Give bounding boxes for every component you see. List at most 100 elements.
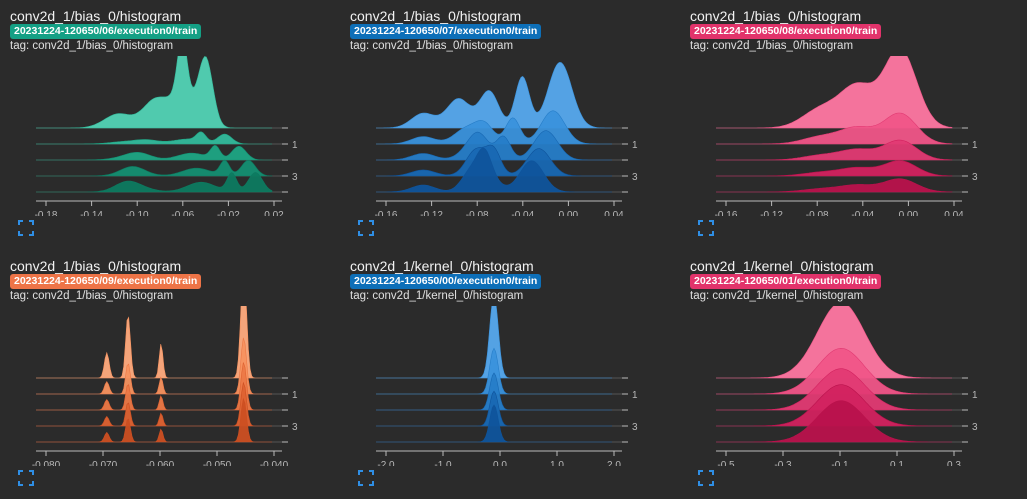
x-tick-label: 0.04 <box>944 210 964 216</box>
histogram-plot: 1 3 -0.16 -0.12 -0.08 -0.04 0.00 0.04 <box>715 56 978 216</box>
histogram-ridge <box>716 56 953 129</box>
histogram-ridge <box>36 172 273 193</box>
fullscreen-icon-glyph <box>698 220 714 236</box>
histogram-plot: 1 3 -0.18 -0.14 -0.10 -0.06 -0.02 0.02 <box>35 56 298 216</box>
tag-label: tag: conv2d_1/kernel_0/histogram <box>350 290 524 302</box>
card-title: conv2d_1/bias_0/histogram <box>690 8 862 24</box>
x-tick-label: 0.04 <box>604 210 624 216</box>
fullscreen-icon[interactable] <box>698 470 714 486</box>
histogram-ridge <box>36 306 272 379</box>
step-tick-label: 1 <box>972 140 978 151</box>
histogram-plot: 1 3 -0.5 -0.3 -0.1 0.1 0.3 <box>716 306 978 466</box>
histogram-ridge <box>36 56 272 129</box>
histogram-ridge <box>376 147 612 193</box>
x-tick-label: -0.08 <box>806 210 829 216</box>
x-tick-label: -0.1 <box>831 460 849 466</box>
tag-label: tag: conv2d_1/bias_0/histogram <box>350 40 514 52</box>
histogram-ridge <box>36 337 272 395</box>
histogram-ridge <box>376 306 612 379</box>
histogram-ridge <box>36 159 273 177</box>
fullscreen-icon[interactable] <box>358 220 374 236</box>
step-tick-label: 3 <box>632 422 638 433</box>
histogram-ridge <box>716 139 953 161</box>
fullscreen-icon[interactable] <box>18 470 34 486</box>
tag-label: tag: conv2d_1/kernel_0/histogram <box>690 290 864 302</box>
run-badge: 20231224-120650/07/execution0/train <box>350 24 542 39</box>
step-tick-label: 1 <box>632 140 638 151</box>
card-title: conv2d_1/bias_0/histogram <box>10 258 182 274</box>
x-tick-label: -0.04 <box>511 210 534 216</box>
x-tick-label: -0.18 <box>35 210 58 216</box>
histogram-ridge <box>36 144 272 161</box>
step-tick-label: 3 <box>292 422 298 433</box>
histogram-card-2: conv2d_1/bias_0/histogram 20231224-12065… <box>690 8 1020 248</box>
histogram-ridge <box>716 400 952 443</box>
run-badge: 20231224-120650/06/execution0/train <box>10 24 202 39</box>
x-tick-label: 1.0 <box>550 460 564 466</box>
x-tick-label: -1.0 <box>434 460 452 466</box>
x-tick-label: -0.10 <box>126 210 149 216</box>
fullscreen-icon-glyph <box>18 470 34 486</box>
x-tick-label: -0.060 <box>146 460 175 466</box>
histogram-ridge <box>376 130 612 161</box>
x-tick-label: 2.0 <box>607 460 621 466</box>
x-tick-label: -0.02 <box>217 210 240 216</box>
histogram-plot: 1 3 -2.0 -1.0 0.0 1.0 2.0 <box>376 306 638 466</box>
histogram-ridge <box>376 144 612 177</box>
card-title: conv2d_1/bias_0/histogram <box>10 8 182 24</box>
histogram-ridge <box>36 131 272 145</box>
histogram-ridge <box>36 362 272 411</box>
histogram-card-3: conv2d_1/bias_0/histogram 20231224-12065… <box>10 258 340 498</box>
histogram-ridge <box>376 404 612 443</box>
fullscreen-icon-glyph <box>698 470 714 486</box>
fullscreen-icon[interactable] <box>698 220 714 236</box>
card-title: conv2d_1/kernel_0/histogram <box>690 258 874 274</box>
histogram-card-1: conv2d_1/bias_0/histogram 20231224-12065… <box>350 8 680 248</box>
histogram-ridge <box>36 397 272 443</box>
fullscreen-icon-glyph <box>358 470 374 486</box>
step-tick-label: 3 <box>292 172 298 183</box>
step-tick-label: 3 <box>972 422 978 433</box>
histogram-card-0: conv2d_1/bias_0/histogram 20231224-12065… <box>10 8 340 248</box>
x-tick-label: 0.02 <box>264 210 284 216</box>
step-tick-label: 3 <box>972 172 978 183</box>
x-tick-label: -0.070 <box>89 460 118 466</box>
fullscreen-icon[interactable] <box>358 470 374 486</box>
fullscreen-icon-glyph <box>358 220 374 236</box>
card-title: conv2d_1/kernel_0/histogram <box>350 258 534 274</box>
histogram-card-5: conv2d_1/kernel_0/histogram 20231224-120… <box>690 258 1020 498</box>
run-badge: 20231224-120650/09/execution0/train <box>10 274 202 289</box>
x-tick-label: 0.1 <box>890 460 904 466</box>
x-tick-label: -0.12 <box>420 210 443 216</box>
x-tick-label: 0.0 <box>493 460 507 466</box>
fullscreen-icon[interactable] <box>18 220 34 236</box>
card-title: conv2d_1/bias_0/histogram <box>350 8 522 24</box>
x-tick-label: -0.12 <box>760 210 783 216</box>
tag-label: tag: conv2d_1/bias_0/histogram <box>10 290 174 302</box>
run-badge: 20231224-120650/01/execution0/train <box>690 274 882 289</box>
step-tick-label: 3 <box>632 172 638 183</box>
fullscreen-icon-glyph <box>18 220 34 236</box>
x-tick-label: 0.00 <box>899 210 919 216</box>
x-tick-label: -2.0 <box>377 460 395 466</box>
x-tick-label: 0.00 <box>559 210 579 216</box>
x-tick-label: -0.050 <box>203 460 232 466</box>
tag-label: tag: conv2d_1/bias_0/histogram <box>10 40 174 52</box>
step-tick-label: 1 <box>632 390 638 401</box>
run-badge: 20231224-120650/08/execution0/train <box>690 24 882 39</box>
step-tick-label: 1 <box>972 390 978 401</box>
histogram-ridge <box>376 61 612 129</box>
histogram-ridge <box>716 160 953 177</box>
x-tick-label: -0.16 <box>715 210 738 216</box>
x-tick-label: -0.3 <box>774 460 792 466</box>
x-tick-label: -0.040 <box>260 460 289 466</box>
histogram-ridge <box>716 306 952 379</box>
x-tick-label: 0.3 <box>947 460 961 466</box>
x-tick-label: -0.14 <box>80 210 103 216</box>
step-tick-label: 1 <box>292 140 298 151</box>
x-tick-label: -0.5 <box>717 460 735 466</box>
histogram-ridge <box>716 112 953 145</box>
x-tick-label: -0.080 <box>32 460 61 466</box>
histogram-ridge <box>716 178 953 193</box>
histogram-ridge <box>36 381 272 427</box>
